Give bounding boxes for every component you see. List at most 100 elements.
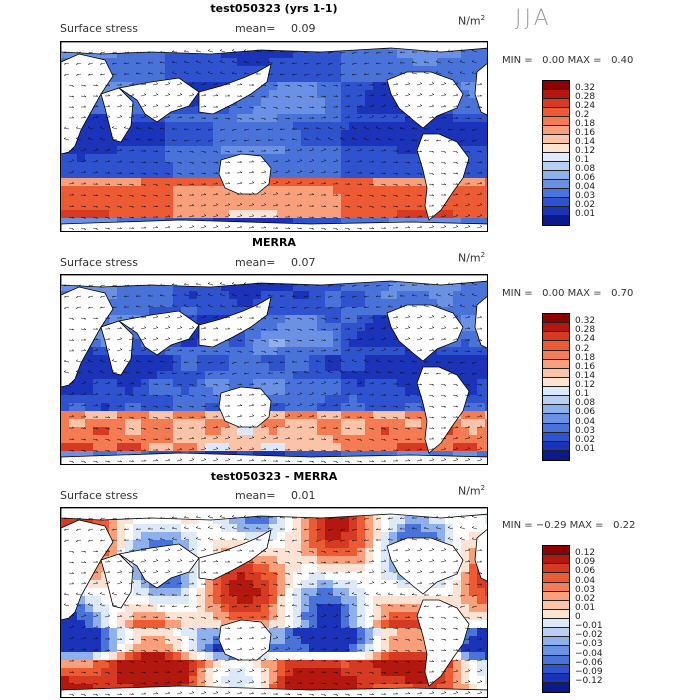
colorbar-tick-label: 0.24 (575, 334, 596, 345)
colorbar-cell (543, 126, 569, 135)
mean-label: mean= (235, 489, 276, 502)
colorbar-cell (543, 314, 569, 324)
colorbar-cell (543, 117, 569, 126)
season-label: JJA (515, 6, 552, 31)
colorbar-cell (543, 423, 569, 433)
colorbar-cell (543, 81, 569, 90)
colorbar-tick-label: 0.06 (575, 566, 596, 577)
mean-value: 0.09 (291, 22, 316, 35)
colorbar-cell (543, 414, 569, 424)
map-field (61, 508, 487, 697)
colorbar-cell (543, 573, 569, 583)
colorbar-tick-label: 0.04 (575, 575, 596, 586)
min-max-readout: MIN = −0.29 MAX = 0.22 (502, 520, 636, 531)
colorbar-tick-label: 0.12 (575, 146, 596, 156)
colorbar-cell (543, 108, 569, 117)
units-label: N/m2 (458, 251, 486, 265)
colorbar-tick-label: 0.04 (575, 182, 596, 192)
colorbar-cell (543, 153, 569, 162)
colorbar-tick-label: −0.06 (575, 657, 603, 668)
panel-title: MERRA (252, 236, 296, 249)
colorbar-tick-label: 0.04 (575, 416, 596, 427)
wind-stress-vectors (63, 282, 483, 463)
colorbar-tick-label: −0.02 (575, 630, 603, 641)
colorbar-tick-label: 0.12 (575, 380, 596, 390)
colorbar-cell (543, 162, 569, 171)
colorbar-cell (543, 323, 569, 333)
colorbar-tick-label: −0.01 (575, 621, 603, 632)
units-label: N/m2 (458, 14, 486, 28)
colorbar-tick-label: 0.01 (575, 209, 596, 219)
colorbar-cell (543, 628, 569, 638)
colorbar-cell (543, 600, 569, 610)
colorbar-cell (543, 396, 569, 406)
colorbar-cell (543, 546, 569, 556)
field-label: Surface stress (60, 22, 138, 35)
colorbar-tick-label: 0.16 (575, 128, 596, 138)
colorbar-cell (543, 180, 569, 189)
map-plot (60, 507, 488, 698)
colorbar-tick-label: 0.24 (575, 101, 596, 111)
wind-stress-vectors (63, 515, 483, 696)
map-plot (60, 274, 488, 465)
colorbar-cell (543, 405, 569, 415)
wind-stress-vectors (63, 49, 483, 230)
colorbar-tick-label: 0.18 (575, 352, 596, 363)
colorbar-cell (543, 609, 569, 619)
colorbar-cell (543, 432, 569, 442)
colorbar-tick-label: 0.06 (575, 173, 596, 183)
colorbar-cell (543, 341, 569, 351)
colorbar-cell (543, 673, 569, 683)
colorbar-tick-label: 0.18 (575, 119, 596, 129)
colorbar-cell (543, 216, 569, 225)
colorbar-tick-label: 0.1 (575, 155, 590, 165)
colorbar-tick-label: 0.01 (575, 443, 596, 454)
mean-label: mean= (235, 256, 276, 269)
colorbar-cell (543, 637, 569, 647)
colorbar-tick-label: 0.32 (575, 83, 596, 93)
colorbar-cell (543, 99, 569, 108)
colorbar-cell (543, 387, 569, 397)
colorbar-tick-label: 0.28 (575, 92, 596, 102)
field-label: Surface stress (60, 489, 138, 502)
colorbar-tick-label: 0.03 (575, 425, 596, 436)
colorbar-tick-label: 0.03 (575, 584, 596, 595)
colorbar-tick-label: 0.02 (575, 593, 596, 604)
colorbar-tick-label: 0.01 (575, 602, 596, 613)
colorbar-tick-label: −0.04 (575, 648, 603, 659)
colorbar (542, 80, 570, 226)
field-label: Surface stress (60, 256, 138, 269)
colorbar-cell (543, 171, 569, 180)
map-field (61, 275, 487, 464)
colorbar-tick-label: 0.12 (575, 548, 596, 559)
continents (61, 42, 487, 231)
mean-label: mean= (235, 22, 276, 35)
colorbar-cell (543, 682, 569, 692)
colorbar-tick-label: 0.32 (575, 316, 596, 327)
colorbar-cell (543, 450, 569, 460)
mean-value: 0.07 (291, 256, 316, 269)
continents (61, 508, 487, 697)
min-max-readout: MIN = 0.00 MAX = 0.40 (502, 55, 634, 66)
colorbar-cell (543, 90, 569, 99)
colorbar-tick-label: 0.28 (575, 325, 596, 336)
panel-title: test050323 (yrs 1-1) (210, 2, 338, 15)
colorbar-tick-label: 0.2 (575, 343, 590, 354)
map-field (61, 42, 487, 231)
colorbar-tick-label: −0.12 (575, 675, 603, 686)
colorbar-tick-label: −0.09 (575, 666, 603, 677)
colorbar-cell (543, 555, 569, 565)
colorbar-cell (543, 332, 569, 342)
colorbar-tick-label: 0.03 (575, 191, 596, 201)
colorbar-cell (543, 441, 569, 451)
colorbar-tick-label: −0.03 (575, 639, 603, 650)
colorbar-cell (543, 564, 569, 574)
colorbar-tick-label: 0.2 (575, 110, 590, 120)
colorbar-tick-label: 0.08 (575, 164, 596, 174)
colorbar-tick-label: 0.08 (575, 398, 596, 409)
colorbar-tick-label: 0.06 (575, 407, 596, 418)
colorbar-tick-label: 0.09 (575, 557, 596, 568)
colorbar-cell (543, 198, 569, 207)
mean-value: 0.01 (291, 489, 316, 502)
colorbar-tick-label: 0.14 (575, 370, 596, 381)
